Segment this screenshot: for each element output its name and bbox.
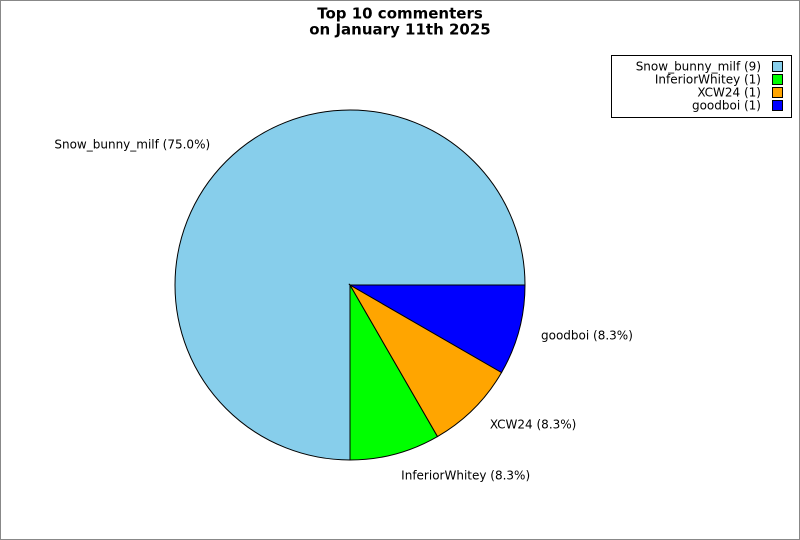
- legend-label: Snow_bunny_milf (9): [636, 60, 761, 74]
- legend-swatch: [772, 61, 783, 72]
- slice-label: XCW24 (8.3%): [490, 417, 577, 431]
- legend-box: [611, 55, 792, 118]
- slice-label: goodboi (8.3%): [541, 329, 633, 343]
- pie-slice: [348, 284, 526, 374]
- slice-label: InferiorWhitey (8.3%): [401, 469, 530, 483]
- pie-slice: [348, 283, 503, 438]
- chart-title: on January 11th 2025: [309, 21, 490, 39]
- legend-swatch: [772, 100, 783, 111]
- chart-title: Top 10 commenters: [317, 5, 483, 23]
- slice-label: Snow_bunny_milf (75.0%): [54, 138, 210, 152]
- legend-swatch: [772, 74, 783, 85]
- legend-swatch: [772, 87, 783, 98]
- pie-slice: [349, 283, 439, 461]
- legend-label: goodboi (1): [692, 99, 761, 113]
- legend-label: InferiorWhitey (1): [655, 73, 761, 87]
- legend-label: XCW24 (1): [697, 86, 761, 100]
